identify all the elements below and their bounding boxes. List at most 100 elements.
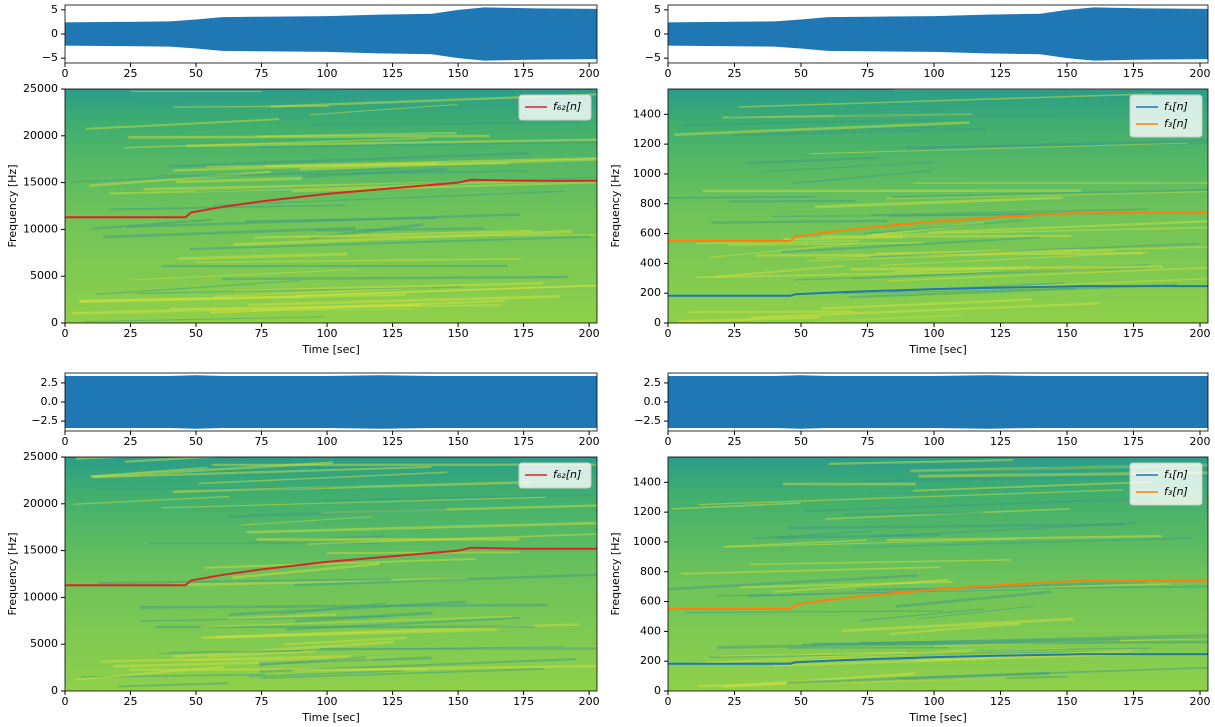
spectrogram-texture <box>286 616 521 631</box>
spectrogram-texture <box>113 658 374 668</box>
axes-frame <box>667 88 1209 324</box>
y-tick-label: 800 <box>640 565 661 578</box>
spectrogram-texture <box>672 502 801 510</box>
spectrogram-texture <box>79 293 406 303</box>
spectrogram-texture <box>222 275 569 281</box>
spectrogram-texture <box>727 242 925 246</box>
spectrogram-texture <box>674 121 970 137</box>
spectrogram-texture <box>309 103 458 116</box>
spectrogram-texture <box>745 89 863 103</box>
x-tick-label: 50 <box>189 695 203 708</box>
spectrogram-texture <box>128 134 490 139</box>
spectrogram-texture <box>158 650 302 655</box>
series-line <box>668 579 1208 611</box>
y-tick-label: 800 <box>640 197 661 210</box>
spectrogram-texture <box>886 190 1208 200</box>
y-tick-label: 400 <box>640 256 661 269</box>
x-tick-label: 100 <box>317 67 338 80</box>
spectrogram-texture <box>161 496 546 509</box>
axes-frame <box>64 456 598 692</box>
series-line <box>668 211 1208 243</box>
spectrogram-texture <box>182 657 398 662</box>
x-tick-label: 25 <box>124 67 138 80</box>
spectrogram-texture <box>91 218 213 230</box>
spectrogram-background <box>668 457 1208 691</box>
spectrogram-texture <box>294 611 433 623</box>
spectrogram-texture <box>834 113 1186 117</box>
spectrogram-texture <box>702 457 864 462</box>
spectrogram-texture <box>245 216 438 223</box>
spectrogram-texture <box>859 608 985 622</box>
x-tick-label: 200 <box>579 67 600 80</box>
spectrogram-texture <box>746 156 879 165</box>
x-tick-label: 150 <box>1057 327 1078 340</box>
legend-label: f₃[n] <box>1164 117 1188 130</box>
spectrogram-texture <box>129 668 429 671</box>
spectrogram-texture <box>254 229 532 239</box>
y-tick-label: −2.5 <box>31 414 58 427</box>
spectrogram-texture <box>867 485 1078 495</box>
spectrogram-texture <box>825 507 1070 520</box>
spectrogram-texture <box>755 252 1144 257</box>
spectrogram-texture <box>195 258 522 264</box>
spectrogram-texture <box>894 266 1031 273</box>
x-axis-label: Time [sec] <box>908 343 967 356</box>
plot-area <box>65 7 597 61</box>
spectrogram-texture <box>294 284 597 297</box>
x-tick-label: 125 <box>382 327 403 340</box>
panel: 0 25 50 75 100 125 150 175 200 −5 0 5 <box>42 3 600 80</box>
x-axis-label: Time [sec] <box>301 343 360 356</box>
x-tick-label: 125 <box>382 435 403 448</box>
legend-label: f₆₂[n] <box>553 468 581 481</box>
x-tick-label: 75 <box>861 695 875 708</box>
panel: 0 25 50 75 100 125 150 175 200 −2.5 0.0 2.5 <box>31 372 600 448</box>
x-tick-label: 50 <box>189 435 203 448</box>
spectrogram-texture <box>749 559 1011 566</box>
spectrogram-background <box>668 89 1208 323</box>
spectrogram-texture <box>320 504 597 515</box>
spectrogram-texture <box>751 302 1101 319</box>
spectrogram-texture <box>851 537 1193 549</box>
spectrogram-texture <box>841 287 1077 295</box>
x-axis-label: Time [sec] <box>908 711 967 724</box>
spectrogram-texture <box>905 139 1208 150</box>
x-tick-label: 0 <box>62 327 69 340</box>
spectrogram-texture <box>259 656 366 667</box>
spectrogram-texture <box>722 113 973 119</box>
spectrogram-texture <box>804 497 1153 513</box>
spectrogram-texture <box>733 127 987 137</box>
spectrogram-texture <box>781 236 1041 254</box>
spectrogram-texture <box>865 457 1208 470</box>
spectrogram-texture <box>788 522 1126 530</box>
x-tick-label: 50 <box>189 67 203 80</box>
legend-box <box>1129 94 1203 138</box>
x-tick-label: 125 <box>990 695 1011 708</box>
x-tick-label: 150 <box>448 67 469 80</box>
spectrogram-texture <box>871 221 985 237</box>
spectrogram-texture <box>206 162 509 168</box>
spectrogram-texture <box>776 473 1046 488</box>
spectrogram-texture <box>870 242 1200 258</box>
spectrogram-texture <box>309 89 376 91</box>
waveform-area <box>65 7 597 61</box>
y-axis-label: Frequency [Hz] <box>6 165 19 248</box>
spectrogram-texture <box>189 235 591 251</box>
spectrogram-texture <box>715 588 1027 597</box>
legend-label: f₁[n] <box>1164 468 1188 481</box>
y-tick-label: −5 <box>645 51 661 64</box>
spectrogram-texture <box>813 640 1208 646</box>
spectrogram-texture <box>109 184 428 195</box>
spectrogram-texture <box>257 131 457 138</box>
spectrogram-texture <box>201 628 497 640</box>
spectrogram-texture <box>870 522 1137 538</box>
spectrogram-texture <box>706 648 975 664</box>
legend-box <box>1129 462 1203 506</box>
y-tick-label: 15000 <box>23 176 58 189</box>
spectrogram-texture <box>258 656 432 665</box>
spectrogram-texture <box>109 204 345 211</box>
spectrogram-background <box>65 89 597 323</box>
x-tick-label: 50 <box>794 327 808 340</box>
x-tick-label: 75 <box>861 435 875 448</box>
spectrogram-texture <box>96 486 332 490</box>
